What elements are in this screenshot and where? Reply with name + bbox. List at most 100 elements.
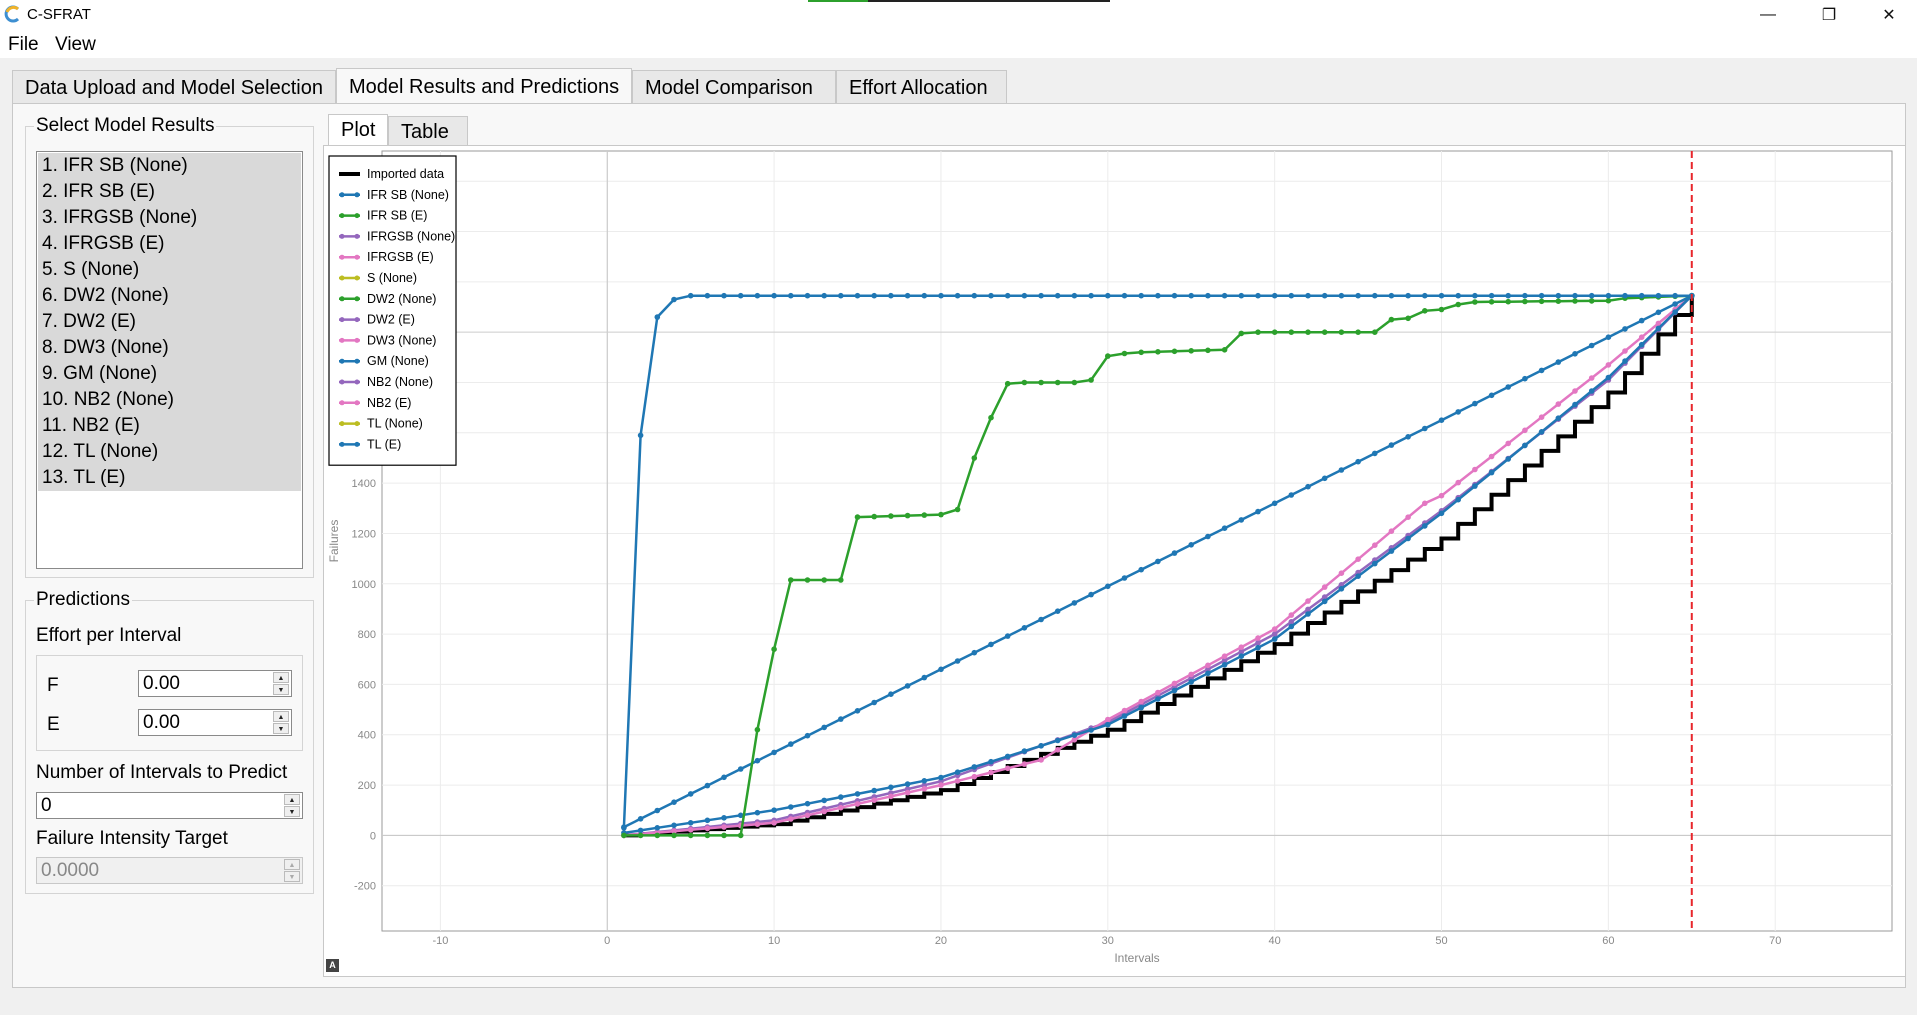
gm-none-point [1121, 575, 1128, 581]
y-tick-label: 600 [358, 679, 376, 691]
ifr-sb-none-point [1271, 292, 1278, 299]
dw3-none-point [1355, 556, 1361, 562]
tl-e-point [1588, 388, 1595, 394]
gm-none-point [1305, 483, 1311, 490]
ifr-sb-none-point [1288, 292, 1295, 299]
menu-view[interactable]: View [55, 34, 96, 55]
gm-none-point [754, 757, 761, 764]
list-item[interactable]: 13. TL (E) [38, 465, 301, 491]
gm-none-point [771, 749, 777, 756]
spin-up-icon[interactable]: ▲ [273, 711, 289, 722]
gm-none-point [1321, 475, 1328, 482]
gm-none-point [904, 683, 911, 689]
tab-data-upload[interactable]: Data Upload and Model Selection [12, 70, 336, 103]
ifr-sb-e-point [1004, 380, 1011, 387]
tl-e-point [737, 812, 744, 819]
minimize-button[interactable]: — [1760, 6, 1776, 23]
tl-e-point [1472, 483, 1478, 489]
nb2-none-point [1205, 666, 1211, 673]
ifr-sb-e-point [1572, 298, 1578, 304]
tab-table[interactable]: Table [388, 116, 468, 146]
dw3-none-point [1188, 671, 1194, 678]
ifr-sb-e-point [1088, 377, 1094, 383]
ifr-sb-e-point [1438, 306, 1445, 313]
nb2-none-point [1321, 594, 1328, 600]
plot-area[interactable]: -10 0 10 20 30 40 50 60 70 -200 0 200 400 600 800 1000 1… [323, 145, 1906, 977]
tl-e-point [821, 797, 827, 804]
list-item[interactable]: 2. IFR SB (E) [38, 179, 301, 205]
tl-e-point [771, 807, 777, 813]
app-logo-icon [4, 5, 20, 23]
list-item[interactable]: 3. IFRGSB (None) [38, 205, 301, 231]
ifr-sb-e-point [1555, 298, 1562, 304]
gm-none-point [1472, 400, 1478, 407]
list-item[interactable]: 5. S (None) [38, 257, 301, 283]
ifr-sb-e-point [1388, 316, 1395, 323]
dw3-none-point [1588, 375, 1595, 381]
spin-down-icon[interactable]: ▼ [273, 684, 289, 695]
tab-model-results[interactable]: Model Results and Predictions [336, 68, 632, 103]
ifr-sb-none-point [1388, 292, 1395, 299]
restore-button[interactable]: ❐ [1821, 7, 1837, 24]
legend-entry: IFR SB (E) [367, 209, 427, 223]
ifr-sb-e-point [1155, 349, 1161, 355]
ifr-sb-none-point [1555, 292, 1562, 299]
tl-e-point [637, 827, 644, 834]
list-item[interactable]: 10. NB2 (None) [38, 387, 301, 413]
spin-up-icon[interactable]: ▲ [273, 672, 289, 683]
gm-none-point [821, 724, 827, 731]
failure-intensity-target-spinbox[interactable]: 0.0000 ▲ ▼ [36, 857, 303, 884]
select-model-results-title: Select Model Results [34, 115, 217, 137]
nb2-none-point [1255, 640, 1261, 646]
model-results-list[interactable]: 1. IFR SB (None) 2. IFR SB (E) 3. IFRGSB… [36, 151, 303, 569]
menu-file[interactable]: File [8, 34, 39, 55]
list-item[interactable]: 6. DW2 (None) [38, 283, 301, 309]
list-item[interactable]: 7. DW2 (E) [38, 309, 301, 335]
f-effort-spinbox[interactable]: 0.00 ▲ ▼ [138, 670, 292, 697]
list-item[interactable]: 12. TL (None) [38, 439, 301, 465]
legend-entry: DW3 (None) [367, 333, 436, 347]
spin-up-icon[interactable]: ▲ [284, 794, 300, 805]
ifr-sb-none-point [921, 292, 928, 299]
ifr-sb-none-point [1221, 292, 1228, 299]
list-item[interactable]: 8. DW3 (None) [38, 335, 301, 361]
tab-plot[interactable]: Plot [328, 114, 388, 146]
ifr-sb-e-point [888, 513, 894, 519]
spin-down-icon[interactable]: ▼ [284, 806, 300, 817]
tl-e-point [1288, 623, 1295, 630]
tab-effort-allocation[interactable]: Effort Allocation [836, 70, 1007, 103]
ifr-sb-e-point [1238, 330, 1245, 337]
ifr-sb-e-point [1121, 350, 1128, 357]
y-tick-label: 0 [370, 830, 376, 842]
e-effort-spinbox[interactable]: 0.00 ▲ ▼ [138, 709, 292, 736]
failures-chart[interactable]: -10 0 10 20 30 40 50 60 70 -200 0 200 400 600 800 1000 1… [324, 146, 1907, 978]
list-item[interactable]: 1. IFR SB (None) [38, 153, 301, 179]
legend-entry: GM (None) [367, 354, 429, 368]
autoscale-button[interactable]: A [326, 959, 339, 972]
gm-none-point [938, 666, 944, 673]
dw3-none-point [721, 824, 727, 830]
tab-model-comparison[interactable]: Model Comparison [632, 70, 836, 103]
legend-box [328, 155, 457, 466]
tl-e-point [1638, 341, 1645, 348]
ifr-sb-e-point [621, 832, 627, 839]
tl-e-point [1321, 598, 1328, 605]
spin-down-icon[interactable]: ▼ [273, 723, 289, 734]
list-item[interactable]: 11. NB2 (E) [38, 413, 301, 439]
x-tick-label: 20 [935, 935, 947, 947]
tl-e-point [1488, 469, 1495, 476]
dw3-none-point [988, 769, 994, 776]
intervals-to-predict-spinbox[interactable]: 0 ▲ ▼ [36, 792, 303, 819]
close-button[interactable]: ✕ [1882, 7, 1896, 24]
ifr-sb-none-point [671, 296, 677, 303]
dw3-none-point [1538, 414, 1545, 421]
list-item[interactable]: 9. GM (None) [38, 361, 301, 387]
dw3-none-point [671, 828, 677, 834]
gm-none-point [1288, 492, 1295, 498]
nb2-none-point [1221, 657, 1228, 664]
ifr-sb-none-point [1422, 292, 1428, 299]
dw3-none-point [904, 789, 911, 796]
plot-frame [381, 150, 1893, 932]
list-item[interactable]: 4. IFRGSB (E) [38, 231, 301, 257]
dw3-none-point [1021, 761, 1028, 767]
